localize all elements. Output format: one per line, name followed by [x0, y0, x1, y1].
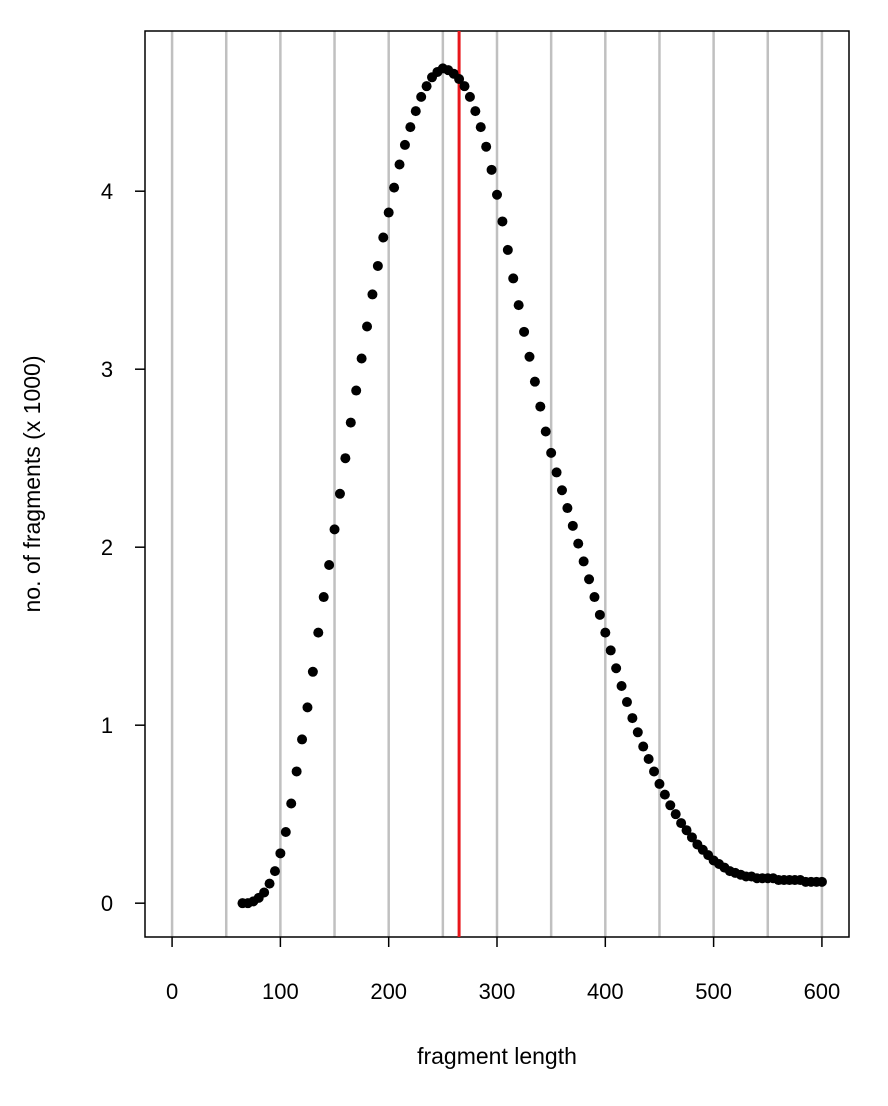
y-tick-label: 2	[101, 535, 113, 560]
data-point	[529, 376, 540, 387]
data-point	[600, 627, 611, 638]
data-point	[573, 538, 584, 549]
data-point	[405, 122, 416, 133]
data-point	[470, 106, 481, 117]
data-point	[594, 609, 605, 620]
data-point	[670, 809, 681, 820]
data-point	[486, 164, 497, 175]
data-point	[589, 592, 600, 603]
data-point	[649, 766, 660, 777]
data-point	[816, 876, 827, 887]
y-tick-label: 3	[101, 357, 113, 382]
data-point	[389, 182, 400, 193]
data-point	[616, 681, 627, 692]
data-point	[492, 189, 502, 200]
y-tick-label: 4	[101, 179, 113, 204]
data-point	[275, 848, 286, 859]
data-point	[394, 159, 405, 170]
data-point	[546, 447, 557, 458]
data-point	[459, 81, 470, 92]
data-point	[297, 734, 308, 745]
data-point	[421, 81, 432, 92]
data-point	[659, 789, 670, 800]
data-point	[551, 467, 562, 478]
data-point	[345, 417, 356, 428]
y-tick-label: 1	[101, 713, 113, 738]
data-point	[329, 524, 340, 535]
x-tick-label: 400	[587, 979, 624, 1004]
data-point	[519, 326, 530, 337]
data-point	[362, 321, 373, 332]
data-point	[508, 273, 519, 284]
data-point	[567, 520, 578, 531]
data-point	[367, 289, 378, 300]
data-points	[237, 63, 827, 909]
x-tick-label: 100	[262, 979, 299, 1004]
data-point	[497, 216, 508, 227]
x-tick-label: 200	[370, 979, 407, 1004]
data-point	[454, 74, 465, 85]
data-point	[313, 627, 324, 638]
data-point	[410, 106, 421, 117]
x-tick-label: 500	[695, 979, 732, 1004]
gridlines	[170, 31, 824, 937]
x-tick-label: 0	[166, 979, 178, 1004]
data-point	[643, 754, 654, 765]
data-point	[475, 122, 486, 133]
data-point	[627, 713, 638, 724]
data-point	[632, 727, 643, 738]
data-point	[269, 866, 280, 877]
data-point	[416, 91, 427, 102]
data-point	[578, 556, 589, 567]
data-point	[481, 141, 492, 152]
data-point	[686, 832, 697, 843]
data-point	[513, 300, 524, 311]
data-point	[611, 663, 622, 674]
data-point	[372, 260, 383, 271]
data-point	[654, 778, 665, 789]
x-axis-label: fragment length	[417, 1043, 577, 1069]
data-point	[605, 645, 616, 656]
data-point	[378, 232, 389, 243]
data-point	[464, 91, 475, 102]
y-axis: 0 1 2 3 4	[101, 179, 145, 916]
data-point	[399, 139, 410, 150]
data-point	[540, 426, 551, 437]
x-axis: 0 100 200 300 400 500 600	[166, 937, 840, 1004]
data-point	[286, 798, 297, 809]
data-point	[638, 741, 649, 752]
data-point	[502, 244, 513, 255]
data-point	[351, 385, 362, 396]
data-point	[291, 766, 302, 777]
data-point	[556, 485, 567, 496]
data-point	[340, 453, 351, 464]
data-point	[302, 702, 313, 713]
data-point	[356, 353, 367, 364]
data-point	[535, 401, 546, 412]
data-point	[318, 592, 329, 603]
data-point	[681, 825, 692, 836]
data-point	[524, 351, 535, 362]
data-point	[621, 697, 632, 708]
y-axis-label: no. of fragments (x 1000)	[19, 356, 45, 613]
data-point	[383, 207, 394, 218]
data-point	[334, 488, 345, 499]
x-tick-label: 600	[804, 979, 841, 1004]
data-point	[259, 887, 270, 898]
y-tick-label: 0	[101, 891, 113, 916]
data-point	[584, 574, 595, 585]
data-point	[324, 559, 335, 570]
data-point	[665, 800, 676, 811]
x-tick-label: 300	[479, 979, 516, 1004]
data-point	[562, 503, 573, 514]
data-point	[676, 818, 687, 829]
data-point	[264, 878, 275, 889]
data-point	[280, 826, 291, 837]
data-point	[307, 666, 318, 677]
